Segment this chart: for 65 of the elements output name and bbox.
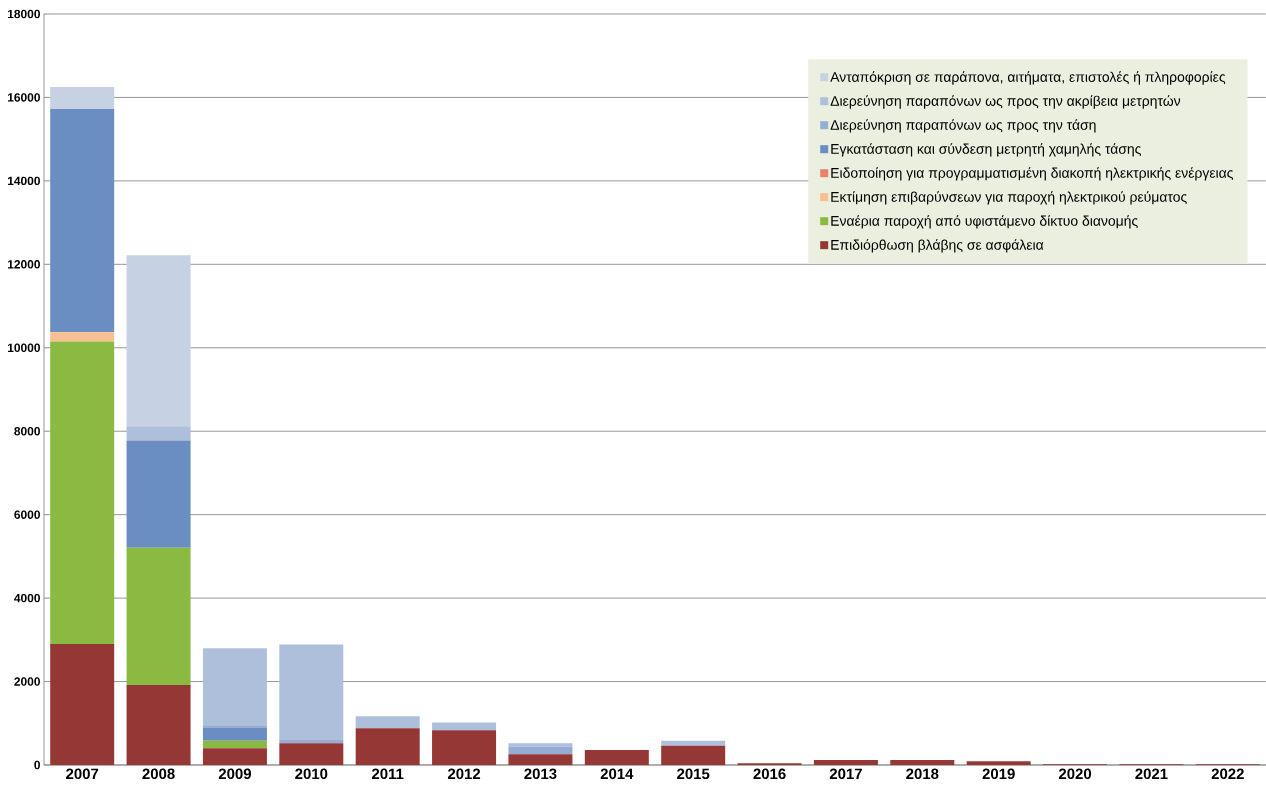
x-tick-label: 2019 (982, 768, 1015, 780)
bar (508, 746, 573, 755)
x-tick-label: 2007 (66, 768, 99, 780)
bar (126, 426, 191, 441)
legend-label: Εγκατάσταση και σύνδεση μετρητή χαμηλής τάσης (831, 143, 1141, 157)
y-tick-label: 12000 (7, 260, 40, 269)
bar (661, 745, 726, 765)
y-tick-label: 8000 (14, 426, 40, 436)
bar (355, 716, 420, 729)
legend-label: Επιδιόρθωση βλάβης σε ασφάλεια (831, 239, 1044, 253)
y-tick-label: 18000 (7, 9, 40, 19)
bar (202, 748, 267, 765)
x-tick-label: 2013 (524, 768, 557, 780)
x-tick-label: 2018 (906, 768, 939, 780)
bar (813, 759, 878, 765)
x-tick-label: 2010 (295, 768, 328, 780)
y-tick-label: 2000 (14, 677, 40, 686)
bar (508, 754, 573, 765)
x-tick-label: 2008 (142, 768, 175, 780)
legend-label: Διερεύνηση παραπόνων ως προς την ακρίβεια μετρητών (830, 95, 1181, 109)
x-tick-label: 2022 (1211, 768, 1244, 780)
bar (279, 644, 344, 740)
x-tick-label: 2021 (1135, 768, 1168, 780)
bar (126, 684, 191, 765)
x-tick-label: 2011 (371, 768, 404, 780)
y-tick-label: 10000 (7, 343, 40, 352)
legend-label: Ανταπόκριση σε παράπονα, αιτήματα, επιστολές ή πληροφορίες (830, 71, 1226, 85)
bar (966, 761, 1031, 765)
x-tick-label: 2009 (218, 768, 251, 780)
bar (50, 109, 115, 333)
bar (126, 547, 191, 685)
bar (432, 730, 497, 765)
bar (432, 722, 497, 731)
bar (202, 740, 267, 749)
bar (661, 740, 726, 746)
bar (50, 87, 115, 110)
y-tick-label: 0 (34, 760, 40, 770)
bar (126, 440, 191, 548)
bar (279, 743, 344, 765)
bar (202, 648, 267, 726)
y-tick-label: 14000 (7, 176, 40, 186)
bar (50, 644, 115, 765)
legend-label: Εκτίμηση επιβαρύνσεων για παροχή ηλεκτρικού ρεύματος (831, 191, 1187, 205)
bar (202, 725, 267, 728)
y-tick-label: 16000 (7, 93, 40, 102)
bar (508, 743, 573, 747)
bar (50, 332, 115, 342)
x-tick-label: 2015 (677, 768, 710, 780)
legend-label: Εναέρια παροχή από υφιστάμενο δίκτυο διανομής (831, 215, 1138, 229)
bar (50, 341, 115, 644)
bar (890, 759, 955, 765)
y-tick-label: 6000 (14, 510, 40, 519)
legend-label: Διερεύνηση παραπόνων ως προς την τάση (830, 119, 1096, 133)
x-tick-label: 2016 (753, 768, 786, 780)
bar (584, 749, 649, 765)
x-tick-label: 2020 (1058, 768, 1092, 780)
x-tick-label: 2012 (447, 768, 481, 780)
legend-label: Ειδοποίηση για προγραμματισμένη διακοπή ηλεκτρικής ενέργειας (831, 167, 1234, 181)
y-tick-label: 4000 (14, 593, 40, 603)
bar (126, 255, 191, 427)
x-tick-label: 2017 (829, 768, 862, 780)
bar (279, 739, 344, 744)
bar (202, 727, 267, 741)
bar (355, 728, 420, 765)
x-tick-label: 2014 (600, 768, 634, 780)
